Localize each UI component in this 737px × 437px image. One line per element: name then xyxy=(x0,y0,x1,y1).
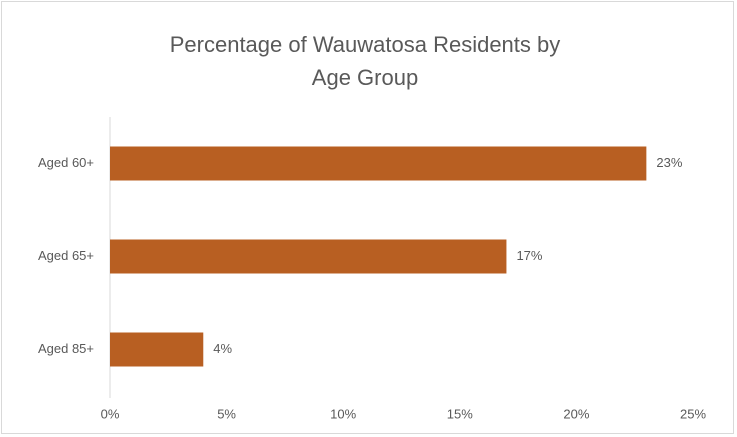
chart-title: Percentage of Wauwatosa Residents by Age… xyxy=(169,32,561,90)
y-tick-label: Aged 65+ xyxy=(38,248,94,263)
x-tick-label: 25% xyxy=(680,406,706,421)
bar xyxy=(110,239,507,274)
bar xyxy=(110,146,647,181)
data-label: 4% xyxy=(213,341,232,356)
x-tick-label: 20% xyxy=(563,406,589,421)
x-tick-label: 15% xyxy=(447,406,473,421)
data-label: 23% xyxy=(656,155,682,170)
bar xyxy=(110,332,204,367)
data-label: 17% xyxy=(516,248,542,263)
y-tick-label: Aged 60+ xyxy=(38,155,94,170)
x-tick-label: 5% xyxy=(217,406,236,421)
x-tick-label: 10% xyxy=(330,406,356,421)
y-tick-label: Aged 85+ xyxy=(38,341,94,356)
x-tick-label: 0% xyxy=(101,406,120,421)
